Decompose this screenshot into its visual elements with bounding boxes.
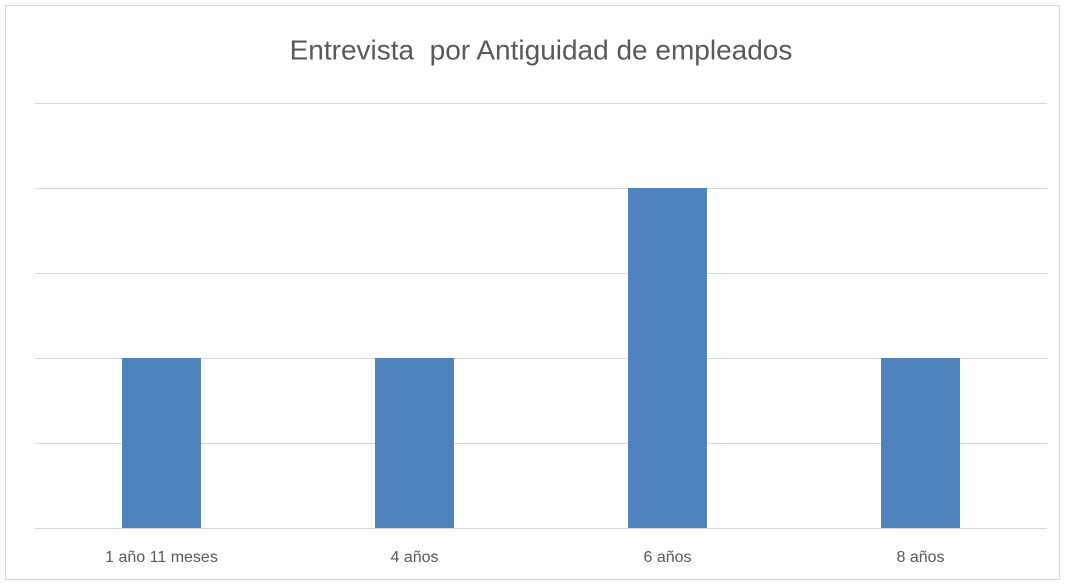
chart-title: Entrevista por Antiguidad de empleados	[290, 34, 793, 65]
bar	[881, 358, 960, 528]
bar	[122, 358, 201, 528]
bar	[628, 188, 707, 528]
bar	[375, 358, 454, 528]
x-tick-label: 6 años	[643, 549, 691, 566]
x-tick-label: 8 años	[896, 549, 944, 566]
x-tick-label: 4 años	[390, 549, 438, 566]
x-tick-label: 1 año 11 meses	[105, 549, 218, 566]
